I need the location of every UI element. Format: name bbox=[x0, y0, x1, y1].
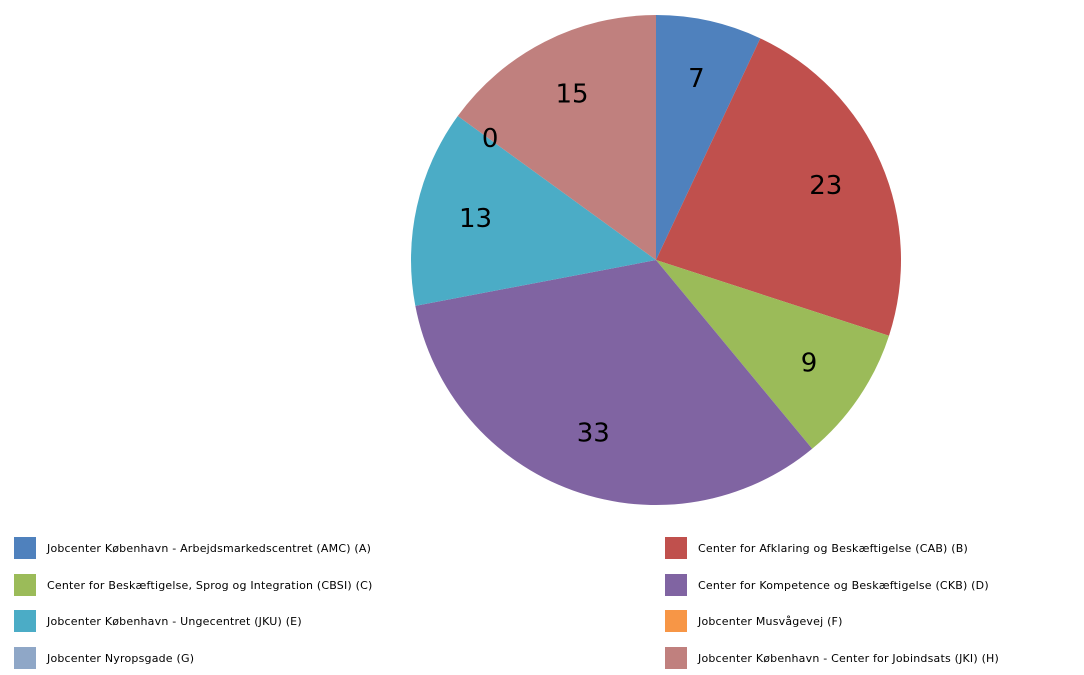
legend-label-jku: Jobcenter København - Ungecentret (JKU) … bbox=[47, 614, 302, 628]
data-label-cab: 23 bbox=[809, 171, 842, 201]
pie-slice-cbsi bbox=[656, 260, 890, 449]
legend-label-cab: Center for Afklaring og Beskæftigelse (C… bbox=[698, 541, 968, 555]
pie-slice-cab bbox=[656, 38, 902, 336]
legend-item-jki: Jobcenter København - Center for Jobinds… bbox=[665, 647, 999, 669]
legend-label-nyropsgade: Jobcenter Nyropsgade (G) bbox=[47, 651, 195, 665]
legend-item-cbsi: Center for Beskæftigelse, Sprog og Integ… bbox=[14, 574, 372, 596]
legend-item-musvagevej: Jobcenter Musvågevej (F) bbox=[665, 610, 843, 632]
legend-item-ckb: Center for Kompetence og Beskæftigelse (… bbox=[665, 574, 989, 596]
legend-swatch-jku bbox=[14, 610, 36, 632]
pie-slice-jki bbox=[457, 15, 656, 260]
data-label-ckb: 33 bbox=[577, 419, 610, 449]
legend-item-cab: Center for Afklaring og Beskæftigelse (C… bbox=[665, 537, 968, 559]
legend-swatch-ckb bbox=[665, 574, 687, 596]
pie-data-labels: 7 23 9 33 13 0 15 bbox=[459, 64, 842, 449]
data-label-cbsi: 9 bbox=[801, 349, 818, 379]
legend-swatch-cab bbox=[665, 537, 687, 559]
pie-slice-jku bbox=[410, 115, 656, 306]
legend-label-cbsi: Center for Beskæftigelse, Sprog og Integ… bbox=[47, 578, 373, 592]
data-label-musvagevej: 0 bbox=[482, 124, 499, 154]
pie-slices bbox=[410, 15, 902, 506]
legend-item-nyropsgade: Jobcenter Nyropsgade (G) bbox=[14, 647, 194, 669]
legend-swatch-jki bbox=[665, 647, 687, 669]
chart-legend: Jobcenter København - Arbejdsmarkedscent… bbox=[0, 526, 1084, 675]
legend-swatch-nyropsgade bbox=[14, 647, 36, 669]
pie-plot-area: 7 23 9 33 13 0 15 bbox=[410, 15, 902, 506]
data-label-jku: 13 bbox=[459, 204, 492, 234]
pie-slice-amc bbox=[656, 15, 761, 260]
legend-label-musvagevej: Jobcenter Musvågevej (F) bbox=[698, 614, 843, 628]
data-label-amc: 7 bbox=[688, 64, 705, 94]
legend-item-amc: Jobcenter København - Arbejdsmarkedscent… bbox=[14, 537, 371, 559]
legend-label-amc: Jobcenter København - Arbejdsmarkedscent… bbox=[47, 541, 372, 555]
pie-slice-ckb bbox=[415, 260, 813, 506]
data-label-jki: 15 bbox=[555, 80, 588, 110]
legend-swatch-musvagevej bbox=[665, 610, 687, 632]
legend-swatch-cbsi bbox=[14, 574, 36, 596]
legend-label-jki: Jobcenter København - Center for Jobinds… bbox=[698, 651, 1000, 665]
legend-label-ckb: Center for Kompetence og Beskæftigelse (… bbox=[698, 578, 989, 592]
legend-swatch-amc bbox=[14, 537, 36, 559]
legend-item-jku: Jobcenter København - Ungecentret (JKU) … bbox=[14, 610, 302, 632]
